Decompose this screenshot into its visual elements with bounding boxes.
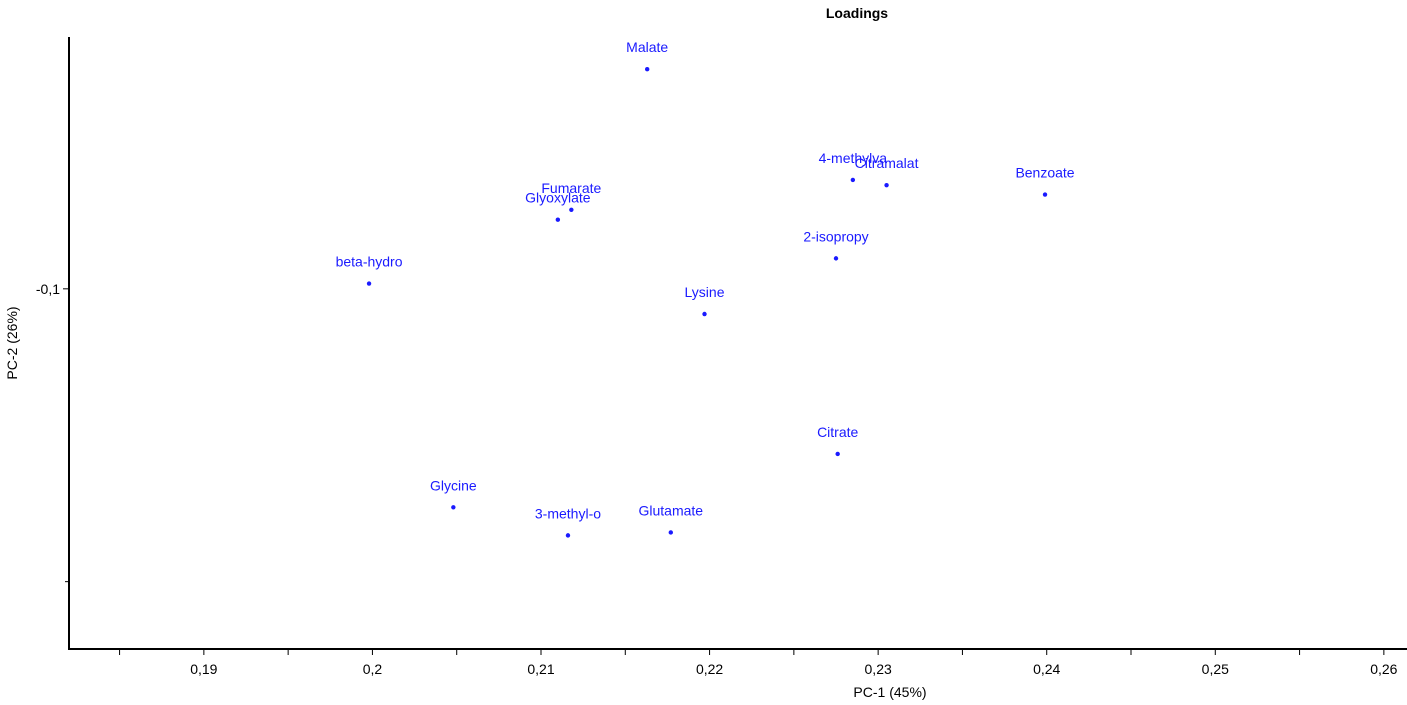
data-point: [835, 451, 840, 457]
point-label: 4-methylva: [819, 150, 888, 166]
x-tick-label: 0,2: [363, 661, 383, 677]
y-axis-title: PC-2 (26%): [4, 306, 20, 379]
x-tick-label: 0,21: [527, 661, 554, 677]
y-tick-label: -0,1: [36, 281, 60, 297]
data-point: [833, 256, 839, 261]
point-label: Malate: [626, 39, 668, 55]
data-point: [645, 67, 650, 72]
data-point: [565, 533, 571, 538]
data-point: [555, 217, 561, 222]
point-label: beta-hydro: [336, 254, 403, 270]
x-axis-title: PC-1 (45%): [853, 684, 926, 700]
x-tick-label: 0,26: [1370, 661, 1397, 677]
point-label: Citramalat: [855, 155, 919, 171]
y-ticks: -0,1: [36, 281, 69, 583]
data-point: [884, 182, 889, 188]
x-tick-label: 0,24: [1033, 661, 1060, 677]
data-point: [366, 281, 372, 286]
x-tick-label: 0,25: [1202, 661, 1229, 677]
point-label: 2-isopropy: [803, 228, 868, 244]
point-label: Glycine: [430, 477, 477, 493]
data-point: [850, 177, 856, 183]
data-point: [668, 530, 673, 535]
chart-title: Loadings: [826, 5, 888, 21]
x-tick-label: 0,23: [865, 661, 892, 677]
point-label: Citrate: [817, 424, 858, 440]
x-tick-label: 0,22: [696, 661, 723, 677]
point-label: Fumarate: [541, 180, 601, 196]
point-label: Glyoxylate: [525, 190, 591, 206]
x-ticks: 0,19 0,2 0,21 0,22 0,23 0,24 0,25 0,26: [119, 649, 1398, 677]
point-label: Benzoate: [1015, 165, 1074, 181]
data-point: [702, 311, 707, 317]
point-label: Lysine: [685, 284, 725, 300]
data-point: [451, 505, 456, 510]
data-point: [1042, 192, 1048, 197]
point-label: Glutamate: [639, 502, 704, 518]
point-label: 3-methyl-o: [535, 505, 601, 521]
x-tick-label: 0,19: [190, 661, 217, 677]
data-point: [569, 207, 574, 212]
